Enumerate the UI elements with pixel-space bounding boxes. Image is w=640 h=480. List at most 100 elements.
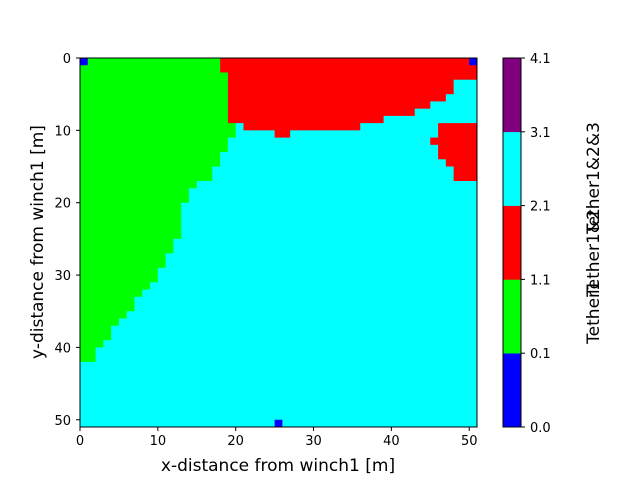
heatmap-cell <box>80 282 151 290</box>
heatmap-cell <box>87 58 221 66</box>
heatmap-cell <box>243 123 361 131</box>
y-tick-label: 10 <box>54 124 71 139</box>
heatmap-cell <box>80 101 229 110</box>
heatmap-cell <box>227 101 431 110</box>
heatmap-cell <box>103 340 478 348</box>
heatmap-cell <box>80 376 478 384</box>
x-tick-label: 40 <box>383 434 400 449</box>
heatmap-cell <box>80 354 96 363</box>
heatmap-cell <box>111 332 478 341</box>
heatmap-cell <box>95 354 478 363</box>
heatmap-cell <box>80 217 182 225</box>
heatmap-cell <box>80 144 229 153</box>
heatmap-cell <box>80 188 190 196</box>
heatmap-cell <box>80 115 229 124</box>
heatmap-cell <box>80 419 276 428</box>
heatmap-cell <box>227 144 439 153</box>
heatmap-cell <box>157 275 478 283</box>
heatmap-cell <box>80 166 213 175</box>
heatmap-cell <box>220 152 439 160</box>
heatmap-cell <box>80 209 182 218</box>
heatmap-cell <box>220 58 470 66</box>
heatmap-cell <box>430 101 478 110</box>
heatmap-cell <box>80 224 182 233</box>
colorbar-label-1: Tether1 <box>584 280 604 345</box>
heatmap-cell <box>157 267 478 276</box>
heatmap-cell <box>181 231 478 240</box>
y-tick-label: 50 <box>54 414 71 429</box>
y-tick-label: 20 <box>54 197 71 212</box>
heatmap-cell <box>80 304 135 312</box>
x-tick-label: 50 <box>461 434 478 449</box>
heatmap-cell <box>181 209 478 218</box>
heatmap-cell <box>80 94 229 102</box>
heatmap-cell <box>80 318 120 327</box>
heatmap-cell <box>80 137 229 146</box>
heatmap-cell <box>453 166 478 175</box>
heatmap-cell <box>227 137 431 146</box>
heatmap-cell <box>430 137 478 146</box>
colorbar-bin <box>503 279 521 354</box>
heatmap-cell <box>134 304 478 312</box>
heatmap-cell <box>196 181 478 189</box>
heatmap-cell <box>80 238 174 247</box>
y-axis-ticks: 0 10 20 30 40 50 <box>54 52 80 429</box>
heatmap-cell <box>80 412 478 421</box>
heatmap-cell <box>188 188 478 196</box>
heatmap-cell <box>80 296 135 305</box>
heatmap-cell <box>227 115 384 124</box>
heatmap-cell <box>80 159 221 167</box>
heatmap-cell <box>181 202 478 211</box>
heatmap-cell <box>80 383 478 392</box>
heatmap-cell <box>235 123 244 131</box>
colorbar-bin <box>503 353 521 428</box>
heatmap-cell <box>126 311 478 319</box>
heatmap-cell <box>438 130 478 138</box>
colorbar-tick-label: 1.1 <box>530 273 551 288</box>
colorbar-tick-label: 0.0 <box>530 421 551 436</box>
heatmap-cell <box>453 173 478 182</box>
x-axis-title: x-distance from winch1 [m] <box>161 456 395 476</box>
x-tick-label: 0 <box>76 434 84 449</box>
x-tick-label: 30 <box>305 434 322 449</box>
heatmap-cell <box>80 231 182 240</box>
heatmap-cell <box>80 340 104 348</box>
heatmap-cell <box>80 361 478 370</box>
colorbar-tick-label: 0.1 <box>530 347 551 362</box>
heatmap-cell <box>80 72 229 81</box>
heatmap-cell <box>80 390 478 399</box>
heatmap-cell <box>80 181 198 189</box>
heatmap-cell <box>80 108 229 117</box>
heatmap-cell <box>80 347 96 356</box>
heatmap-cell <box>150 282 478 290</box>
x-tick-label: 20 <box>227 434 244 449</box>
heatmap-cell <box>220 65 478 73</box>
heatmap-cell <box>95 347 478 356</box>
colorbar-label-3: Tether1&2&3 <box>584 122 604 235</box>
heatmap-cell <box>80 58 89 66</box>
y-axis-title: y-distance from winch1 [m] <box>28 125 48 359</box>
colorbar-tick-label: 2.1 <box>530 200 551 215</box>
heatmap-cell <box>227 94 447 102</box>
heatmap-cell <box>220 159 447 167</box>
heatmap-cell <box>80 260 167 269</box>
plot-frame <box>79 57 478 428</box>
heatmap-cell <box>445 159 478 167</box>
heatmap-cell <box>80 79 229 88</box>
heatmap-cell <box>414 108 478 117</box>
heatmap-cell <box>453 86 478 95</box>
heatmap-cell <box>80 398 478 406</box>
heatmap-cell <box>227 72 478 81</box>
heatmap-cell <box>80 202 182 211</box>
y-tick-label: 30 <box>54 269 71 284</box>
heatmap-cell <box>453 79 478 88</box>
heatmap-cell <box>80 289 143 298</box>
heatmap-cell <box>438 152 478 160</box>
heatmap-cell <box>80 405 478 413</box>
colorbar-bin <box>503 205 521 280</box>
heatmap-cell <box>227 86 455 95</box>
heatmap-cell <box>274 130 291 138</box>
colorbar-frame <box>502 57 522 428</box>
heatmap-cell <box>360 123 439 131</box>
heatmap-cell <box>111 325 478 334</box>
